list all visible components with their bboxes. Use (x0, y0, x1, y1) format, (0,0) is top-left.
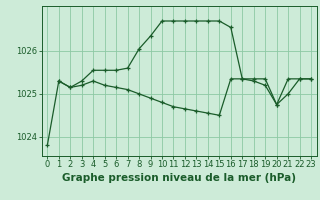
X-axis label: Graphe pression niveau de la mer (hPa): Graphe pression niveau de la mer (hPa) (62, 173, 296, 183)
